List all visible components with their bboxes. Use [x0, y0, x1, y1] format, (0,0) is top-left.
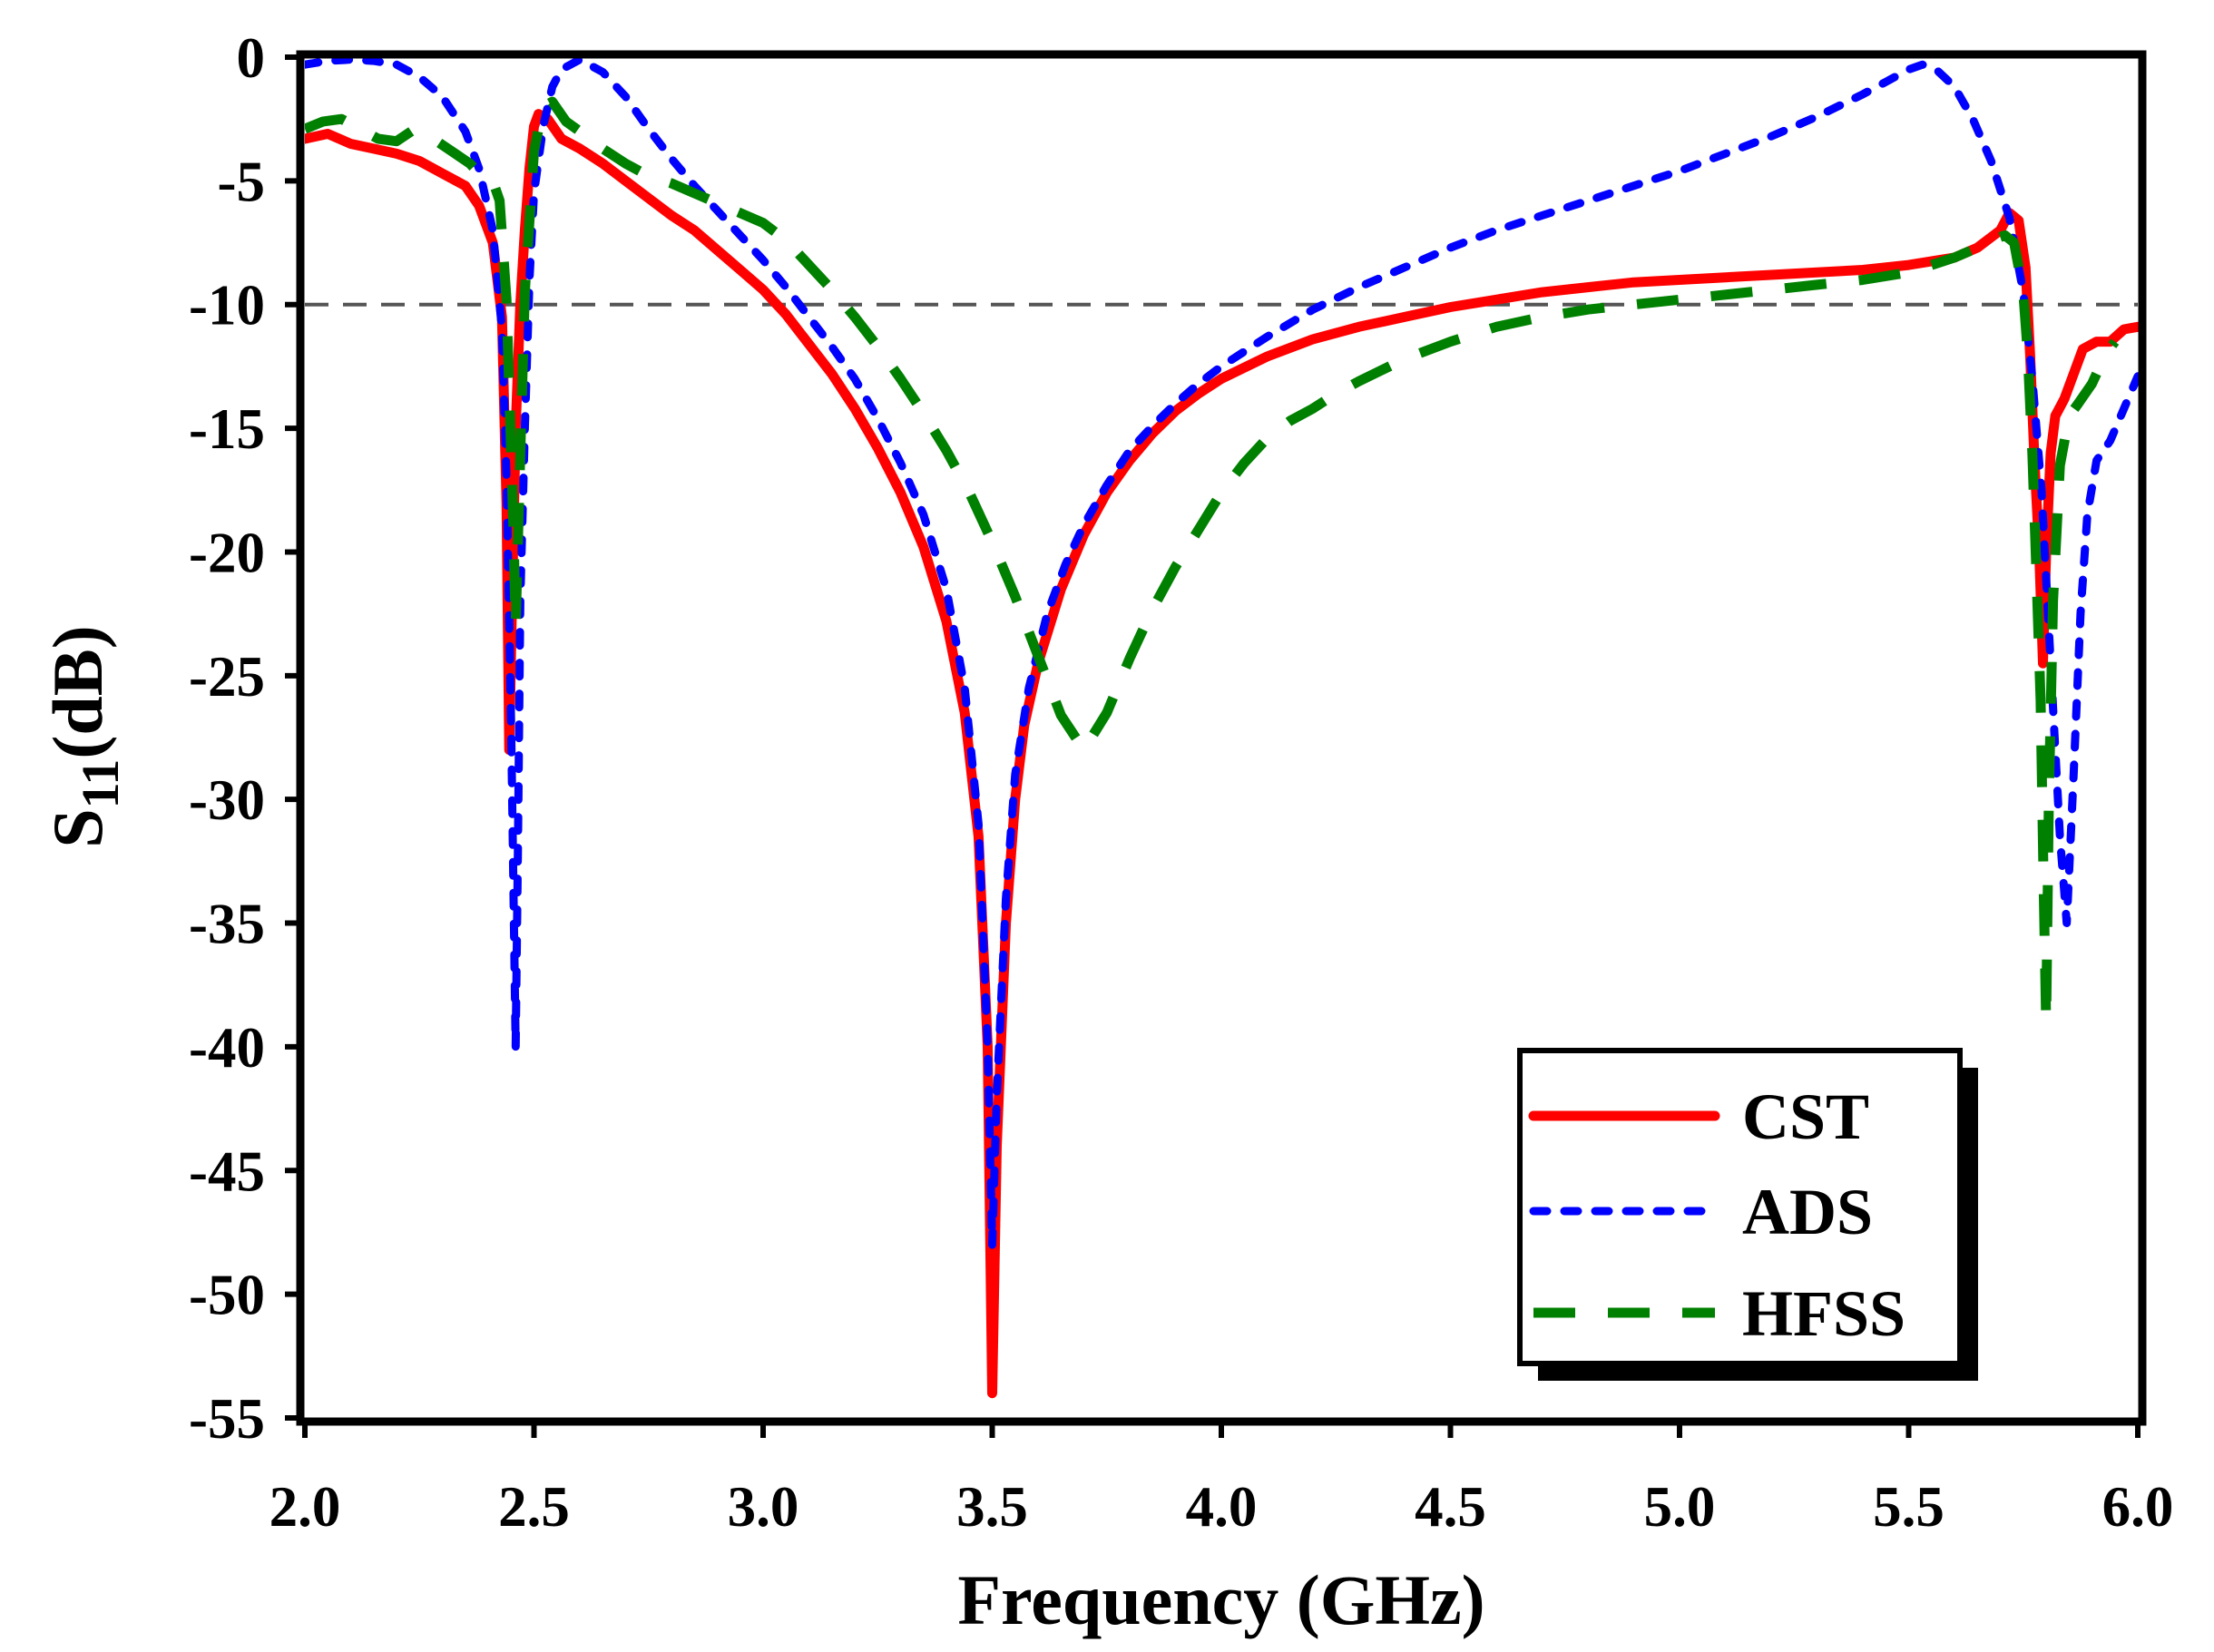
y-axis-title-unit: (dB): [38, 625, 117, 758]
y-tick-label: -10: [189, 274, 265, 337]
legend: CST ADS HFSS: [1517, 1048, 1978, 1381]
y-tick-label: -15: [189, 397, 265, 461]
x-axis-ticks: 2.0 2.5 3.0 3.5 4.0 4.5 5.0 5.5 6.0: [269, 1422, 2174, 1539]
legend-label-ads: ADS: [1742, 1176, 1873, 1248]
legend-box: [1517, 1048, 1963, 1366]
y-tick-label: -40: [189, 1016, 265, 1080]
y-axis-title-subscript: 11: [71, 759, 130, 809]
y-tick-label: -50: [189, 1264, 265, 1327]
x-tick-label: 4.0: [1186, 1475, 1258, 1539]
y-tick-label: -5: [218, 150, 265, 213]
y-tick-label: -25: [189, 645, 265, 709]
x-tick-label: 3.0: [728, 1475, 799, 1539]
x-tick-label: 3.5: [956, 1475, 1028, 1539]
series-group: [305, 56, 2141, 1399]
series-line-hfss: [305, 96, 2120, 1028]
legend-label-cst: CST: [1742, 1080, 1869, 1153]
x-tick-label: 4.5: [1415, 1475, 1486, 1539]
y-axis-title-base: S: [38, 808, 117, 847]
x-tick-label: 6.0: [2102, 1475, 2174, 1539]
y-tick-label: -30: [189, 768, 265, 832]
y-tick-label: -45: [189, 1139, 265, 1203]
x-tick-label: 5.0: [1644, 1475, 1716, 1539]
x-tick-label: 2.5: [498, 1475, 570, 1539]
x-tick-label: 2.0: [269, 1475, 341, 1539]
y-axis-ticks: 0 -5 -10 -15 -20 -25 -30 -35 -40 -45 -50 -55: [189, 26, 301, 1451]
y-tick-label: -55: [189, 1387, 265, 1451]
legend-label-hfss: HFSS: [1742, 1277, 1905, 1350]
y-tick-label: -20: [189, 521, 265, 584]
y-axis-title: S11(dB): [38, 625, 130, 848]
x-axis-title: Frequency (GHz): [957, 1560, 1484, 1639]
y-tick-label: 0: [237, 26, 266, 90]
y-tick-label: -35: [189, 893, 265, 956]
x-tick-label: 5.5: [1873, 1475, 1945, 1539]
